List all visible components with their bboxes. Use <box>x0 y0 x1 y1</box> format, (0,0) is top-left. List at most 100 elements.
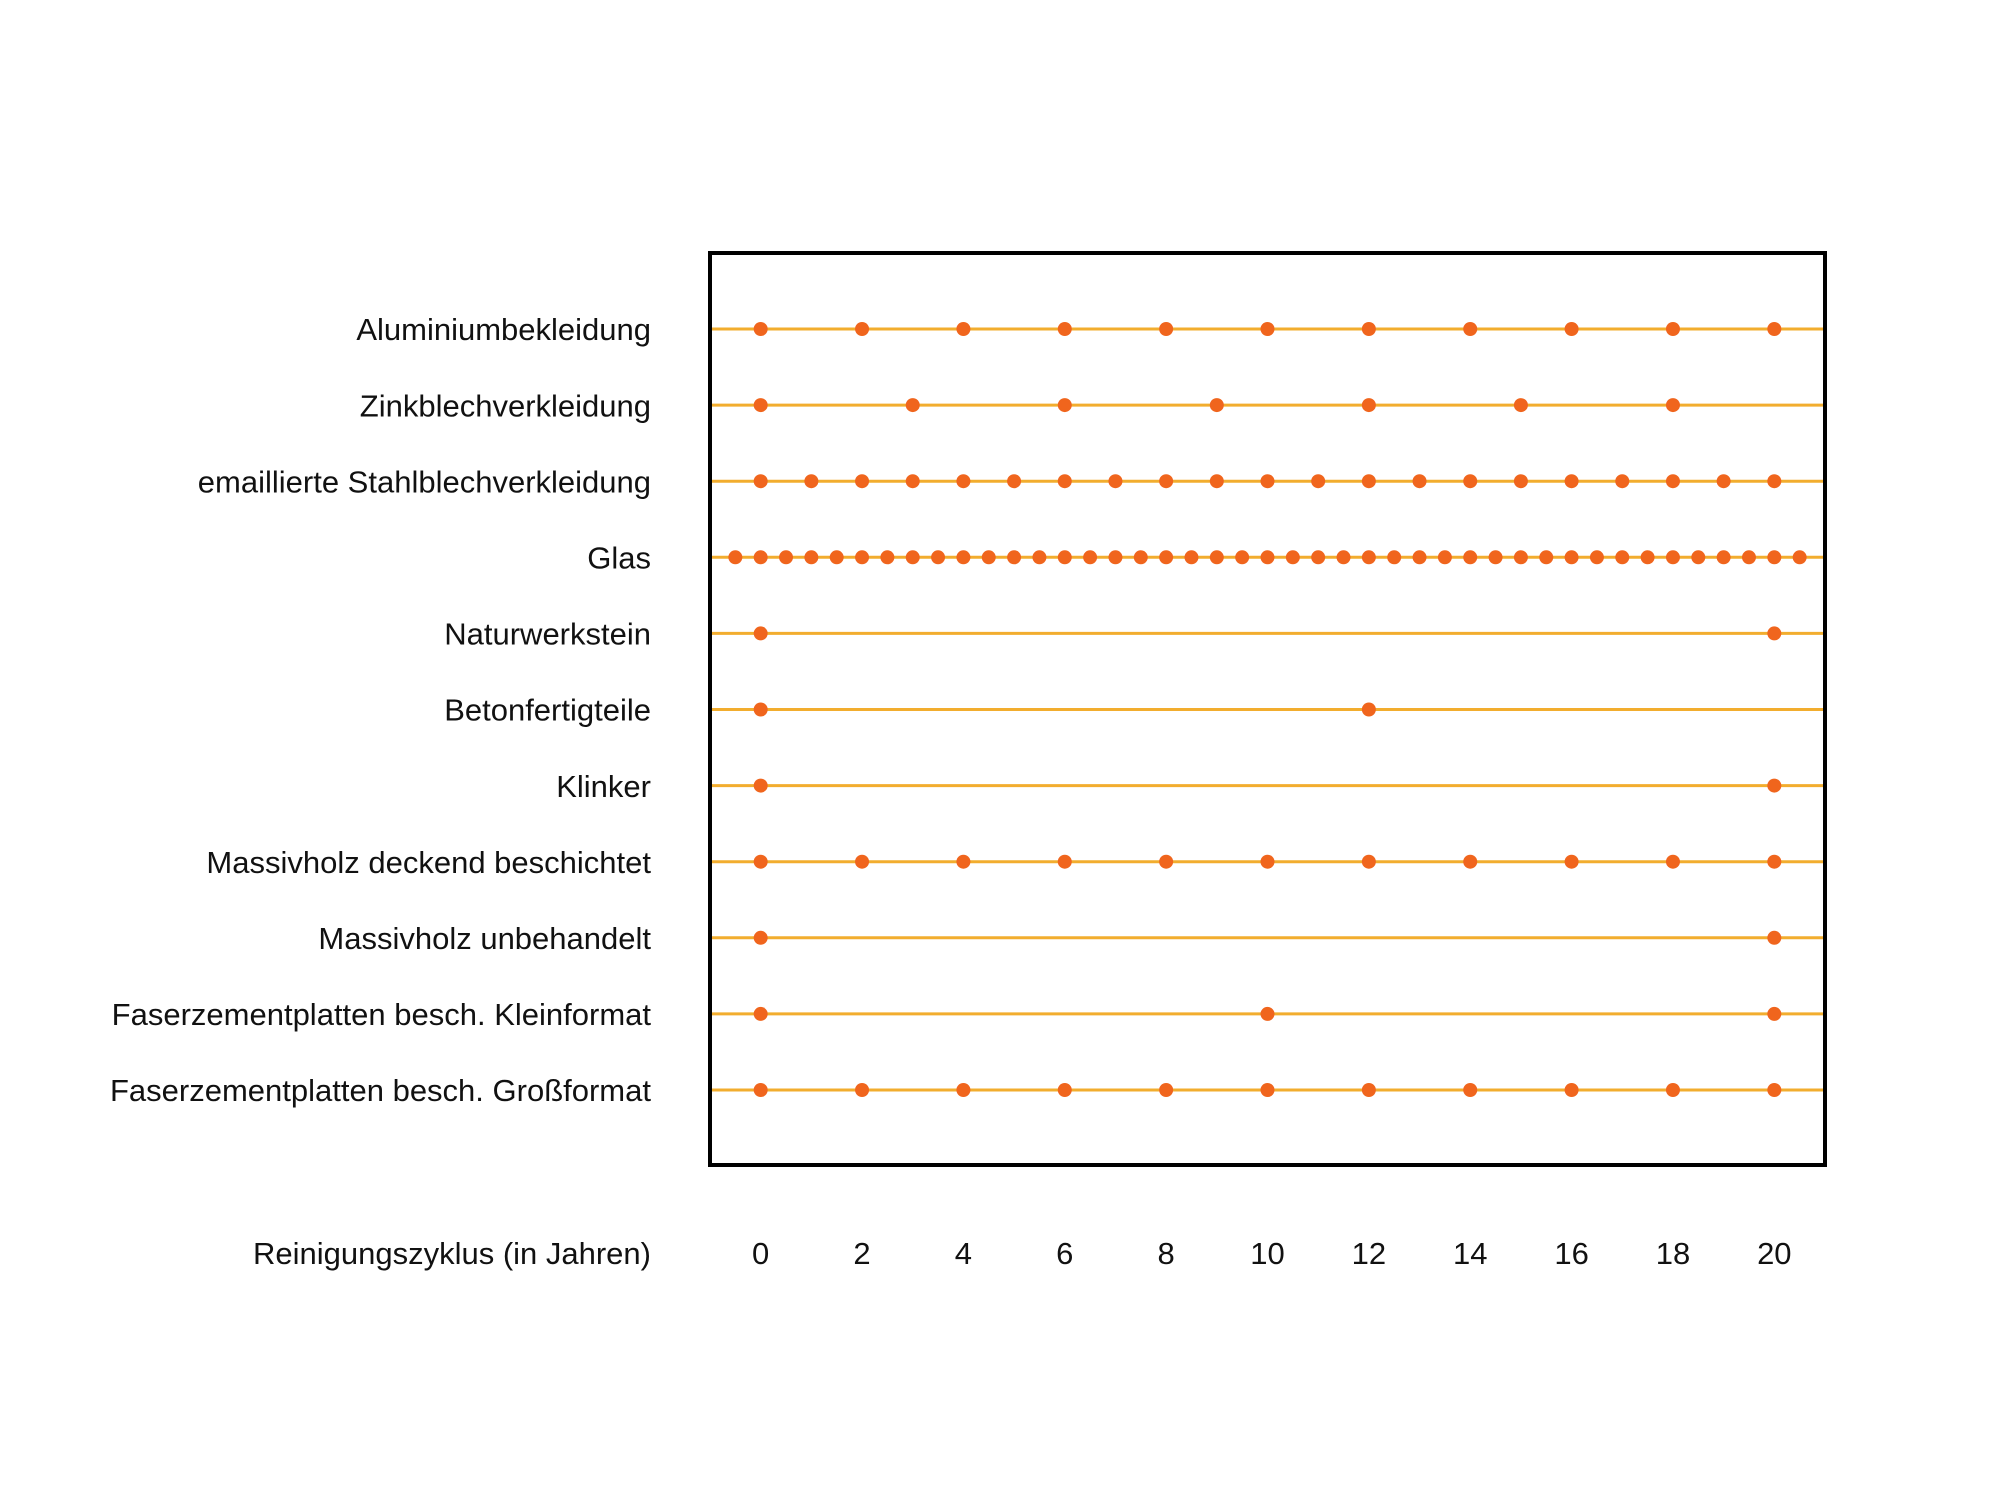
dot <box>1361 474 1376 489</box>
x-tick-label: 6 <box>1056 1236 1073 1271</box>
dot <box>1159 1083 1174 1097</box>
dot <box>1665 1083 1680 1097</box>
dot <box>1488 550 1503 565</box>
dot <box>1159 854 1174 869</box>
row-label: Faserzementplatten besch. Kleinformat <box>112 997 652 1032</box>
dot <box>1057 1083 1072 1097</box>
dot <box>981 550 996 565</box>
dot <box>1463 854 1478 869</box>
dot <box>1159 550 1174 565</box>
dot <box>880 550 895 565</box>
dot <box>1767 854 1782 869</box>
row-label: Massivholz unbehandelt <box>318 921 651 956</box>
dot <box>753 778 768 793</box>
dot <box>1463 1083 1478 1097</box>
dot <box>1665 474 1680 489</box>
dot <box>956 1083 971 1097</box>
dot <box>1057 398 1072 413</box>
row-label: Glas <box>587 540 651 575</box>
dot <box>753 626 768 641</box>
x-tick-label: 12 <box>1352 1236 1386 1271</box>
dot <box>1184 550 1199 565</box>
dot <box>956 854 971 869</box>
dot <box>905 550 920 565</box>
dot <box>1463 474 1478 489</box>
row-label: Faserzementplatten besch. Großformat <box>110 1073 651 1108</box>
row-label: emaillierte Stahlblechverkleidung <box>198 464 651 499</box>
dot <box>1792 550 1807 565</box>
dot <box>1260 854 1275 869</box>
dot <box>956 322 971 336</box>
x-axis-label: Reinigungszyklus (in Jahren) <box>253 1236 651 1271</box>
dot <box>1767 1083 1782 1097</box>
dot <box>1361 702 1376 717</box>
dot <box>1589 550 1604 565</box>
dot <box>1564 550 1579 565</box>
dot <box>1311 474 1326 489</box>
dot <box>829 550 844 565</box>
dot <box>1437 550 1452 565</box>
dot <box>1108 550 1123 565</box>
dot <box>1513 550 1528 565</box>
row-label: Betonfertigteile <box>444 693 651 728</box>
dot <box>1057 322 1072 336</box>
dot <box>1235 550 1250 565</box>
dot <box>1665 550 1680 565</box>
dot <box>753 398 768 413</box>
dot <box>1513 398 1528 413</box>
dot <box>855 1083 870 1097</box>
dot <box>1260 1006 1275 1021</box>
dot <box>1083 550 1098 565</box>
dot <box>905 398 920 413</box>
dot <box>1741 550 1756 565</box>
dot <box>855 474 870 489</box>
dot <box>956 550 971 565</box>
dot <box>1716 474 1731 489</box>
x-tick-label: 2 <box>853 1236 870 1271</box>
dot <box>855 322 870 336</box>
dot <box>1032 550 1047 565</box>
dot <box>855 550 870 565</box>
dot <box>1412 474 1427 489</box>
dot <box>1539 550 1554 565</box>
dot <box>1412 550 1427 565</box>
dot <box>956 474 971 489</box>
dot <box>1716 550 1731 565</box>
dot <box>1767 778 1782 793</box>
row-label: Zinkblechverkleidung <box>360 388 651 423</box>
dot <box>1057 854 1072 869</box>
dot <box>804 550 819 565</box>
dot <box>1387 550 1402 565</box>
dot <box>1133 550 1148 565</box>
dot <box>1209 398 1224 413</box>
dot <box>1615 550 1630 565</box>
dot <box>1767 474 1782 489</box>
dot <box>1361 550 1376 565</box>
x-tick-label: 0 <box>752 1236 769 1271</box>
dot <box>753 474 768 489</box>
dot <box>1767 550 1782 565</box>
dot <box>753 322 768 336</box>
dot <box>1564 322 1579 336</box>
dot <box>1057 550 1072 565</box>
dot <box>1463 322 1478 336</box>
dot <box>1361 322 1376 336</box>
dot <box>1564 854 1579 869</box>
dot <box>753 550 768 565</box>
dot <box>1209 474 1224 489</box>
dot <box>855 854 870 869</box>
dot <box>1159 474 1174 489</box>
dot <box>753 854 768 869</box>
dot <box>931 550 946 565</box>
dot <box>779 550 794 565</box>
dot <box>728 550 743 565</box>
dot <box>1260 322 1275 336</box>
dot <box>1260 474 1275 489</box>
dot <box>804 474 819 489</box>
dot <box>1159 322 1174 336</box>
dot <box>1564 474 1579 489</box>
x-tick-label: 4 <box>955 1236 972 1271</box>
dot <box>905 474 920 489</box>
dot <box>1691 550 1706 565</box>
